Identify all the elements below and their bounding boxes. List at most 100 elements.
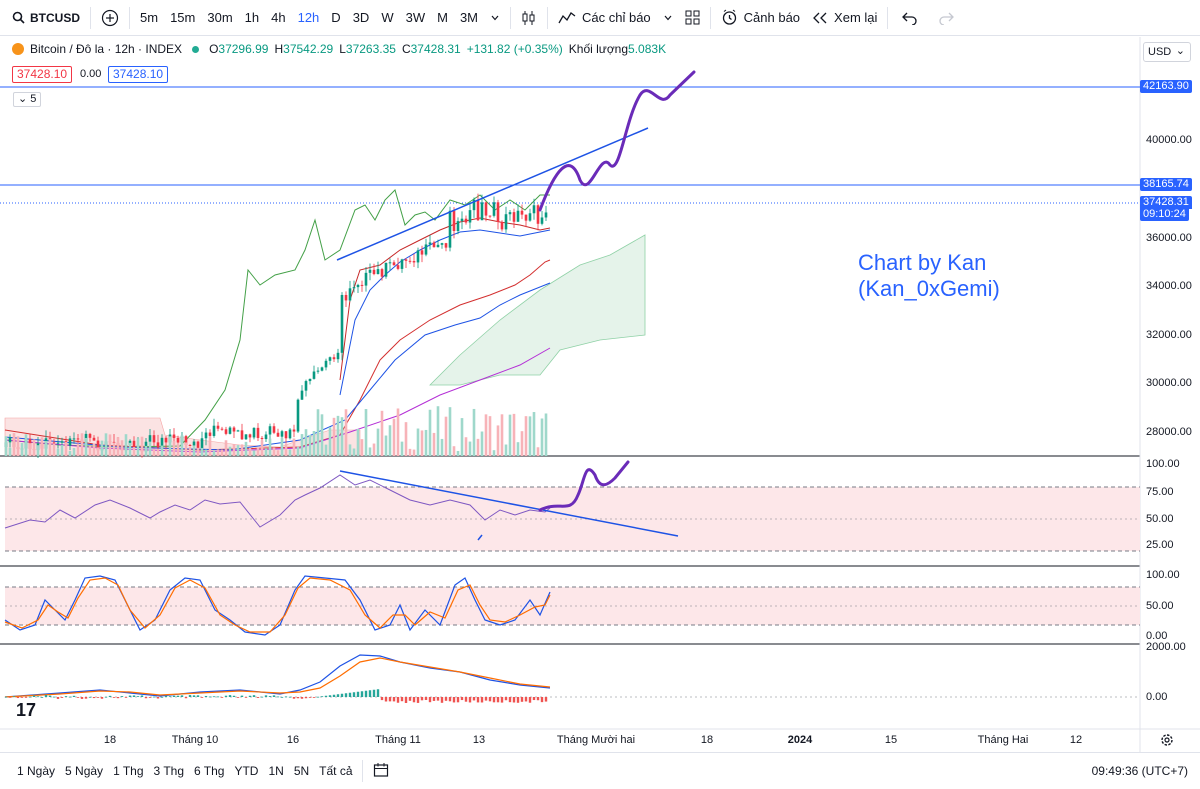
- range-button[interactable]: YTD: [234, 764, 259, 778]
- macd-histogram-bar: [232, 695, 236, 697]
- clock-timezone[interactable]: 09:49:36 (UTC+7): [1091, 764, 1188, 778]
- price-axis-label: 32000.00: [1146, 329, 1192, 341]
- compare-symbol-button[interactable]: [95, 0, 125, 36]
- replay-button[interactable]: Xem lại: [806, 0, 883, 36]
- candle-body: [392, 262, 396, 266]
- buy-price-box[interactable]: 37428.10: [108, 66, 169, 83]
- macd-histogram-bar: [500, 697, 504, 703]
- currency-selector[interactable]: USD ⌄: [1143, 42, 1191, 62]
- price-projection-drawing[interactable]: [538, 70, 696, 212]
- tradingview-logo[interactable]: 17: [16, 700, 37, 720]
- volume-bar: [484, 414, 488, 456]
- volume-bar: [80, 433, 84, 456]
- interval-15m[interactable]: 15m: [170, 10, 196, 25]
- candle-body: [276, 432, 280, 437]
- interval-30m[interactable]: 30m: [207, 10, 233, 25]
- range-button[interactable]: 1 Thg: [113, 764, 144, 778]
- go-to-date-button[interactable]: [367, 762, 395, 781]
- macd-histogram-bar: [540, 697, 544, 703]
- macd-histogram-bar: [188, 695, 192, 697]
- candle-body: [448, 210, 452, 248]
- macd-histogram-bar: [252, 695, 256, 697]
- macd-histogram-bar: [36, 696, 40, 698]
- chart-author-note[interactable]: Chart by Kan (Kan_0xGemi): [858, 250, 1000, 302]
- macd-histogram-bar: [288, 696, 292, 698]
- indicators-dropdown[interactable]: [657, 0, 679, 36]
- candle-body: [300, 390, 304, 400]
- candle-body: [160, 437, 164, 448]
- interval-3w[interactable]: 3W: [405, 10, 426, 25]
- interval-3d[interactable]: 3D: [352, 10, 370, 25]
- time-axis-label: Tháng 10: [171, 734, 219, 746]
- volume-bar: [180, 435, 184, 456]
- rsi-trend-line[interactable]: [339, 470, 679, 537]
- macd-histogram-bar: [512, 697, 516, 703]
- chart-type-button[interactable]: [515, 0, 543, 36]
- chevron-down-icon: [664, 15, 672, 20]
- currency-label: USD: [1148, 46, 1172, 58]
- range-button[interactable]: 5 Ngày: [65, 764, 104, 778]
- volume-bar: [140, 436, 144, 456]
- bitcoin-icon: [12, 43, 24, 55]
- candle-body: [56, 442, 60, 444]
- candle-body: [472, 199, 476, 211]
- candle-body: [480, 202, 484, 221]
- legend-title[interactable]: Bitcoin / Đô la · 12h · INDEX: [30, 42, 183, 56]
- interval-1h[interactable]: 1h: [244, 10, 260, 25]
- chart-legend: Bitcoin / Đô la · 12h · INDEX O37296.99 …: [12, 42, 666, 56]
- interval-4h[interactable]: 4h: [271, 10, 286, 25]
- volume-bar: [48, 439, 52, 456]
- volume-bar: [32, 439, 36, 456]
- volume-bar: [332, 417, 336, 456]
- indicators-collapse-button[interactable]: ⌄ 5: [13, 92, 42, 107]
- range-button[interactable]: Tất cả: [319, 764, 353, 778]
- lagging-span-line: [4, 189, 550, 448]
- sell-price-box[interactable]: 37428.10: [12, 66, 73, 83]
- time-axis-label: Tháng Hai: [977, 734, 1029, 746]
- volume-bar: [416, 428, 420, 456]
- range-button[interactable]: 3 Thg: [153, 764, 184, 778]
- volume-bar: [216, 449, 220, 456]
- range-button[interactable]: 1N: [268, 764, 284, 778]
- alert-button[interactable]: Cảnh báo: [715, 0, 806, 36]
- volume-bar: [352, 448, 356, 456]
- candle-body: [8, 437, 12, 443]
- rsi-projection-drawing[interactable]: [538, 460, 630, 512]
- trend-line-upper[interactable]: [336, 127, 649, 261]
- templates-button[interactable]: [679, 0, 706, 36]
- volume-bar: [404, 422, 408, 456]
- range-button[interactable]: 6 Thg: [194, 764, 225, 778]
- interval-12h[interactable]: 12h: [297, 10, 320, 25]
- interval-dropdown[interactable]: [484, 0, 506, 36]
- chevron-down-icon: ⌄: [1175, 45, 1185, 57]
- symbol-search[interactable]: BTCUSD: [0, 0, 86, 36]
- macd-histogram-bar: [308, 697, 312, 698]
- interval-d[interactable]: D: [331, 10, 341, 25]
- interval-w[interactable]: W: [381, 10, 394, 25]
- note-line-2: (Kan_0xGemi): [858, 276, 1000, 301]
- rsi-line: [4, 474, 551, 529]
- interval-5m[interactable]: 5m: [140, 10, 159, 25]
- interval-3m[interactable]: 3M: [459, 10, 478, 25]
- volume-bar: [436, 406, 440, 456]
- time-axis-label: 12: [1069, 734, 1083, 746]
- high-value: 37542.29: [283, 42, 334, 56]
- chart-settings-button[interactable]: [1160, 733, 1174, 750]
- interval-m[interactable]: M: [437, 10, 448, 25]
- candle-body: [348, 288, 352, 301]
- macd-histogram-bar: [68, 696, 72, 698]
- undo-button[interactable]: [892, 0, 928, 36]
- volume-bar: [532, 412, 536, 456]
- candle-body: [396, 265, 400, 269]
- macd-signal-line: [4, 657, 551, 698]
- candle-body: [368, 269, 372, 273]
- calendar-icon: [373, 762, 388, 777]
- macd-histogram-bar: [40, 696, 44, 698]
- range-button[interactable]: 5N: [293, 764, 310, 778]
- indicators-button[interactable]: Các chỉ báo: [552, 0, 657, 36]
- redo-button[interactable]: [928, 0, 964, 36]
- range-button[interactable]: 1 Ngày: [17, 764, 56, 778]
- macd-histogram-bar: [368, 690, 372, 697]
- last-price-tag: 37428.31: [1140, 196, 1192, 209]
